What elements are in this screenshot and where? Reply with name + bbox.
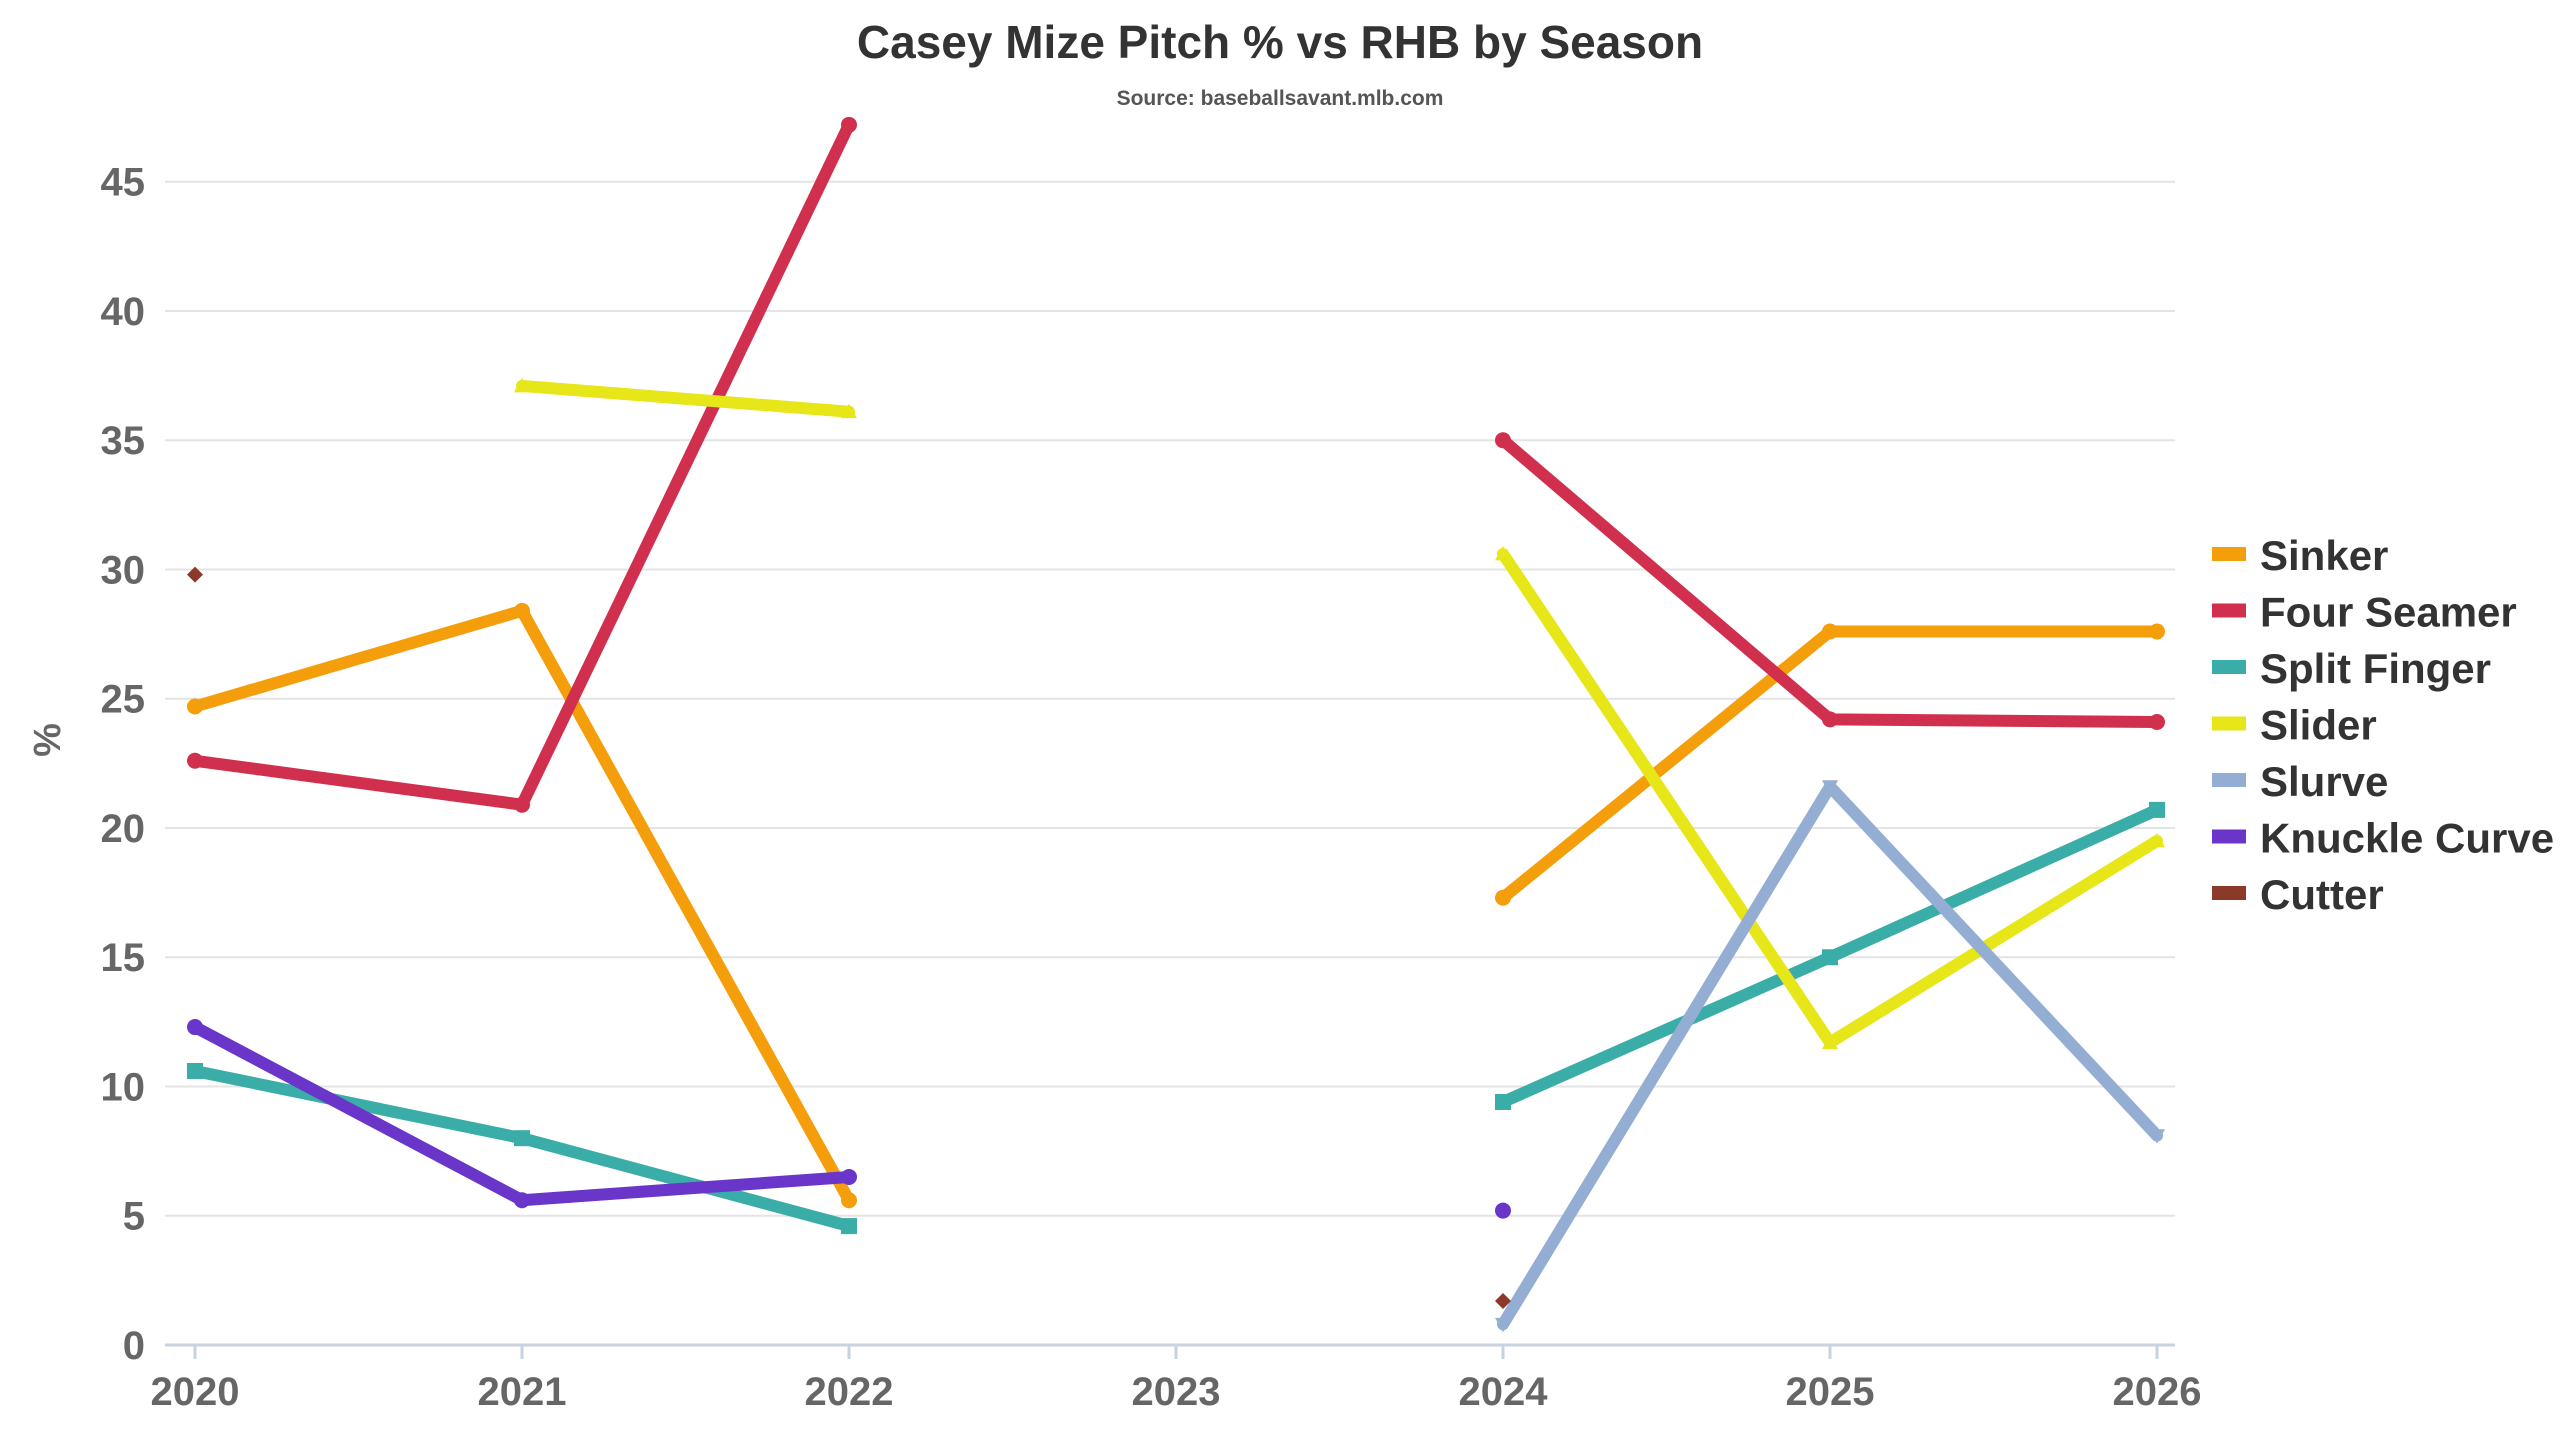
data-point-knuckle-curve[interactable]	[841, 1168, 857, 1185]
y-tick-label: 10	[101, 1065, 146, 1109]
legend-swatch	[2212, 773, 2246, 787]
data-point-split-finger[interactable]	[514, 1130, 530, 1147]
series-line-four-seamer	[1497, 434, 2163, 728]
data-point-four-seamer[interactable]	[1822, 711, 1838, 728]
data-point-slider[interactable]	[514, 377, 530, 393]
y-tick-label: 25	[101, 678, 146, 722]
series-knuckle-curve	[187, 1019, 1511, 1219]
data-point-sinker[interactable]	[1822, 623, 1838, 640]
data-point-slurve[interactable]	[1495, 1317, 1511, 1333]
data-point-slurve[interactable]	[2149, 1129, 2165, 1144]
legend: Sinker Four Seamer Split Finger Slider Slurv…	[2212, 532, 2554, 918]
series-cutter	[187, 566, 1511, 1310]
legend-label: Four Seamer	[2260, 589, 2517, 636]
series-line-four-seamer	[189, 118, 855, 811]
series-sinker	[187, 602, 2165, 1209]
x-tick-label: 2020	[151, 1370, 240, 1414]
series-slider	[514, 377, 2165, 1049]
legend-item-four-seamer[interactable]: Four Seamer	[2212, 589, 2517, 636]
x-tick-label: 2021	[478, 1370, 567, 1414]
y-tick-label: 30	[101, 548, 146, 592]
legend-item-sinker[interactable]: Sinker	[2212, 532, 2388, 579]
x-tick-label: 2025	[1786, 1370, 1875, 1414]
legend-swatch	[2212, 547, 2246, 561]
data-point-split-finger[interactable]	[187, 1062, 203, 1079]
y-tick-label: 15	[101, 936, 146, 980]
data-point-sinker[interactable]	[514, 602, 530, 619]
data-point-slider[interactable]	[841, 403, 857, 419]
legend-label: Sinker	[2260, 532, 2388, 579]
y-tick-label: 20	[101, 807, 146, 851]
data-point-split-finger[interactable]	[841, 1218, 857, 1235]
legend-label: Cutter	[2260, 871, 2384, 918]
data-point-slider[interactable]	[2149, 832, 2165, 848]
y-tick-label: 0	[123, 1324, 145, 1368]
chart-title: Casey Mize Pitch % vs RHB by Season	[857, 16, 1703, 68]
data-point-split-finger[interactable]	[1495, 1094, 1511, 1110]
legend-item-cutter[interactable]: Cutter	[2212, 871, 2384, 918]
data-point-sinker[interactable]	[2149, 623, 2165, 640]
series-line-slider	[516, 379, 855, 418]
data-point-split-finger[interactable]	[1822, 949, 1838, 966]
legend-label: Slurve	[2260, 758, 2388, 805]
data-point-knuckle-curve[interactable]	[1495, 1202, 1511, 1219]
data-point-four-seamer[interactable]	[841, 116, 857, 133]
legend-item-split-finger[interactable]: Split Finger	[2212, 645, 2491, 692]
x-tick-label: 2024	[1459, 1370, 1549, 1414]
y-tick-label: 45	[101, 161, 146, 205]
legend-label: Slider	[2260, 702, 2377, 749]
data-point-four-seamer[interactable]	[1495, 432, 1511, 449]
series-split-finger	[187, 801, 2165, 1235]
data-point-slurve[interactable]	[1822, 780, 1838, 795]
legend-swatch	[2212, 716, 2246, 731]
legend-label: Knuckle Curve	[2260, 815, 2554, 862]
y-tick-label: 40	[101, 290, 146, 334]
legend-item-slider[interactable]: Slider	[2212, 702, 2377, 749]
data-point-cutter[interactable]	[187, 566, 203, 583]
legend-swatch	[2212, 886, 2246, 900]
data-point-knuckle-curve[interactable]	[514, 1192, 530, 1209]
series-four-seamer	[187, 116, 2165, 813]
data-point-cutter[interactable]	[1495, 1293, 1511, 1310]
data-point-sinker[interactable]	[841, 1192, 857, 1209]
data-point-sinker[interactable]	[1495, 889, 1511, 906]
y-tick-label: 35	[101, 419, 146, 463]
data-point-slider[interactable]	[1495, 545, 1511, 561]
legend-label: Split Finger	[2260, 645, 2491, 692]
legend-swatch	[2212, 603, 2246, 618]
data-point-slider[interactable]	[1822, 1034, 1838, 1049]
legend-item-knuckle-curve[interactable]: Knuckle Curve	[2212, 815, 2554, 862]
y-axis-label: %	[27, 723, 69, 757]
data-point-knuckle-curve[interactable]	[187, 1019, 203, 1036]
x-tick-label: 2022	[805, 1370, 894, 1414]
data-point-four-seamer[interactable]	[2149, 713, 2165, 730]
data-point-sinker[interactable]	[187, 698, 203, 715]
legend-item-slurve[interactable]: Slurve	[2212, 758, 2388, 805]
data-point-four-seamer[interactable]	[514, 796, 530, 813]
gridlines	[165, 180, 2175, 1217]
x-tick-label: 2026	[2113, 1370, 2202, 1414]
x-tick-label: 2023	[1132, 1370, 1221, 1414]
legend-swatch	[2212, 829, 2246, 844]
y-tick-label: 5	[123, 1195, 145, 1239]
data-point-four-seamer[interactable]	[187, 752, 203, 769]
series-slurve	[1495, 780, 2165, 1333]
series-lines	[187, 116, 2165, 1333]
chart-subtitle: Source: baseballsavant.mlb.com	[1117, 87, 1444, 110]
data-point-split-finger[interactable]	[2149, 801, 2165, 818]
series-line-knuckle-curve	[189, 1021, 855, 1207]
legend-swatch	[2212, 660, 2246, 674]
